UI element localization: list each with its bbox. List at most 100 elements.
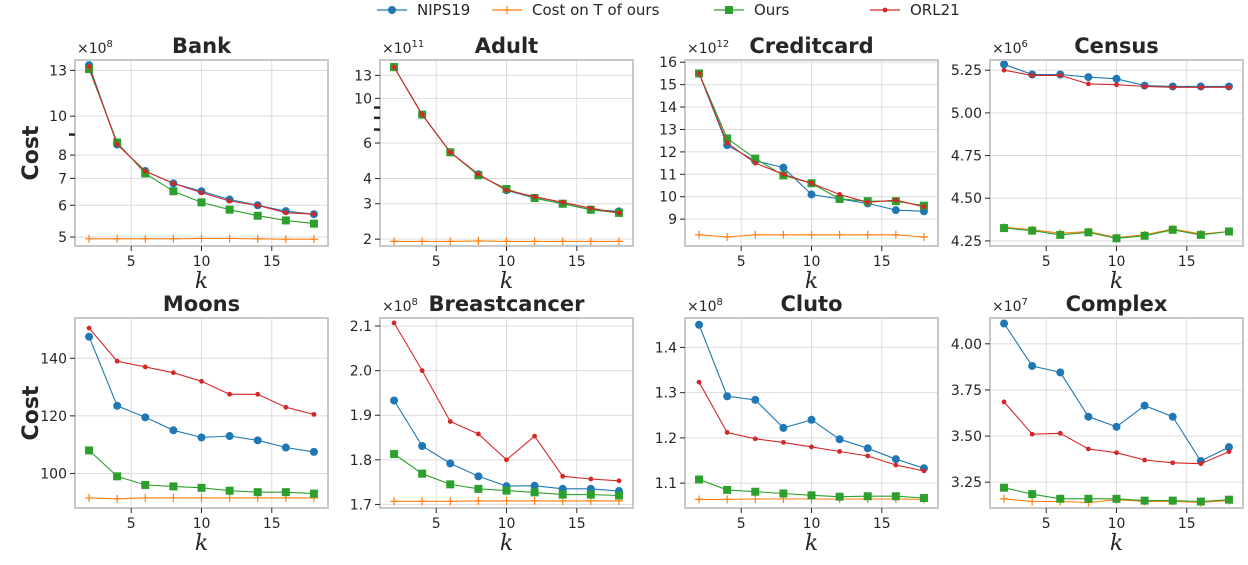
data-point: [1114, 450, 1119, 456]
data-point: [588, 205, 594, 211]
data-point: [779, 163, 788, 172]
data-point: [225, 486, 234, 495]
data-point: [1196, 497, 1205, 506]
x-axis-label: k: [500, 531, 513, 556]
data-point: [807, 415, 816, 424]
panel-title: Moons: [163, 292, 240, 316]
x-tick-label: 15: [1178, 254, 1196, 270]
y-tick-label: 5.25: [951, 63, 982, 79]
axis-multiplier: ×107: [992, 297, 1028, 315]
x-tick-label: 5: [432, 254, 441, 270]
data-point: [170, 370, 176, 376]
data-point: [474, 236, 483, 245]
data-point: [809, 180, 814, 186]
data-point: [530, 237, 539, 246]
y-tick-label: 1.4: [655, 340, 677, 356]
data-point: [474, 484, 483, 493]
y-tick-label: 6: [58, 198, 67, 214]
data-point: [446, 459, 455, 468]
data-point: [532, 433, 538, 439]
data-point: [142, 364, 148, 370]
y-tick-label: 1.3: [655, 386, 677, 402]
x-tick-label: 15: [568, 254, 586, 270]
data-point: [1142, 457, 1148, 463]
data-point: [530, 488, 539, 497]
x-axis-label: k: [1110, 269, 1123, 294]
y-tick-label: 1.1: [655, 476, 677, 492]
x-tick-label: 5: [127, 254, 136, 270]
axis-multiplier: ×1012: [687, 39, 729, 57]
panel-title: Bank: [172, 34, 232, 58]
data-point: [474, 496, 483, 505]
x-tick-label: 5: [737, 254, 746, 270]
legend-label: NIPS19: [417, 1, 470, 19]
data-point: [447, 149, 453, 155]
data-point: [893, 197, 899, 203]
y-tick-label: 1.2: [655, 431, 677, 447]
data-point: [891, 455, 900, 464]
data-point: [502, 237, 511, 246]
data-point: [835, 230, 844, 239]
data-point: [1028, 226, 1037, 235]
data-point: [418, 469, 427, 478]
series-orl21: [86, 64, 317, 217]
series-nips19: [695, 320, 928, 473]
data-point: [227, 198, 233, 204]
data-point: [309, 447, 318, 456]
data-point: [418, 237, 427, 246]
x-tick-label: 15: [1178, 516, 1196, 532]
data-point: [752, 436, 758, 442]
series-ours: [695, 475, 928, 503]
y-tick-label: 120: [40, 409, 67, 425]
data-point: [446, 480, 455, 489]
data-point: [1056, 230, 1065, 239]
x-tick-label: 15: [263, 516, 281, 532]
y-tick-label: 1.7: [350, 497, 372, 513]
axis-multiplier-exponent: 8: [412, 297, 418, 308]
data-point: [309, 235, 318, 244]
data-point: [558, 490, 567, 499]
data-point: [723, 485, 732, 494]
data-point: [893, 462, 899, 468]
data-point: [1112, 74, 1121, 83]
data-point: [475, 431, 481, 437]
series-cost-on-t-of-ours: [85, 234, 318, 244]
data-point: [113, 472, 122, 481]
legend-entry-orl21: ORL21: [870, 1, 960, 19]
data-point: [309, 219, 318, 228]
data-point: [1056, 494, 1065, 503]
data-point: [502, 496, 511, 505]
data-point: [780, 171, 786, 177]
data-point: [695, 230, 704, 239]
series-cost-on-t-of-ours: [85, 493, 318, 503]
panel-bank: 5 10 15 5 6 7 8 10 13 Bank ×108 k Cost: [19, 34, 329, 294]
data-point: [504, 187, 509, 193]
data-point: [170, 181, 176, 186]
x-tick-label: 5: [1042, 516, 1051, 532]
data-point: [1000, 319, 1009, 328]
x-axis-label: k: [500, 269, 513, 294]
data-point: [1001, 399, 1007, 405]
data-point: [86, 325, 92, 331]
data-point: [141, 493, 150, 502]
data-point: [475, 171, 481, 177]
data-point: [447, 419, 453, 424]
axis-multiplier: ×108: [382, 297, 418, 315]
data-point: [391, 320, 397, 326]
data-point: [114, 358, 120, 364]
data-point: [863, 230, 872, 239]
data-point: [197, 198, 206, 207]
x-tick-label: 15: [263, 254, 281, 270]
x-tick-label: 5: [127, 516, 136, 532]
data-point: [309, 489, 318, 498]
data-point: [1168, 496, 1177, 505]
data-point: [1224, 495, 1233, 504]
data-point: [835, 435, 844, 444]
data-point: [141, 169, 150, 178]
data-point: [1112, 422, 1121, 431]
data-point: [780, 440, 786, 445]
data-point: [724, 140, 730, 146]
data-point: [169, 426, 178, 435]
data-point: [1084, 412, 1093, 421]
y-tick-label: 16: [659, 55, 677, 71]
